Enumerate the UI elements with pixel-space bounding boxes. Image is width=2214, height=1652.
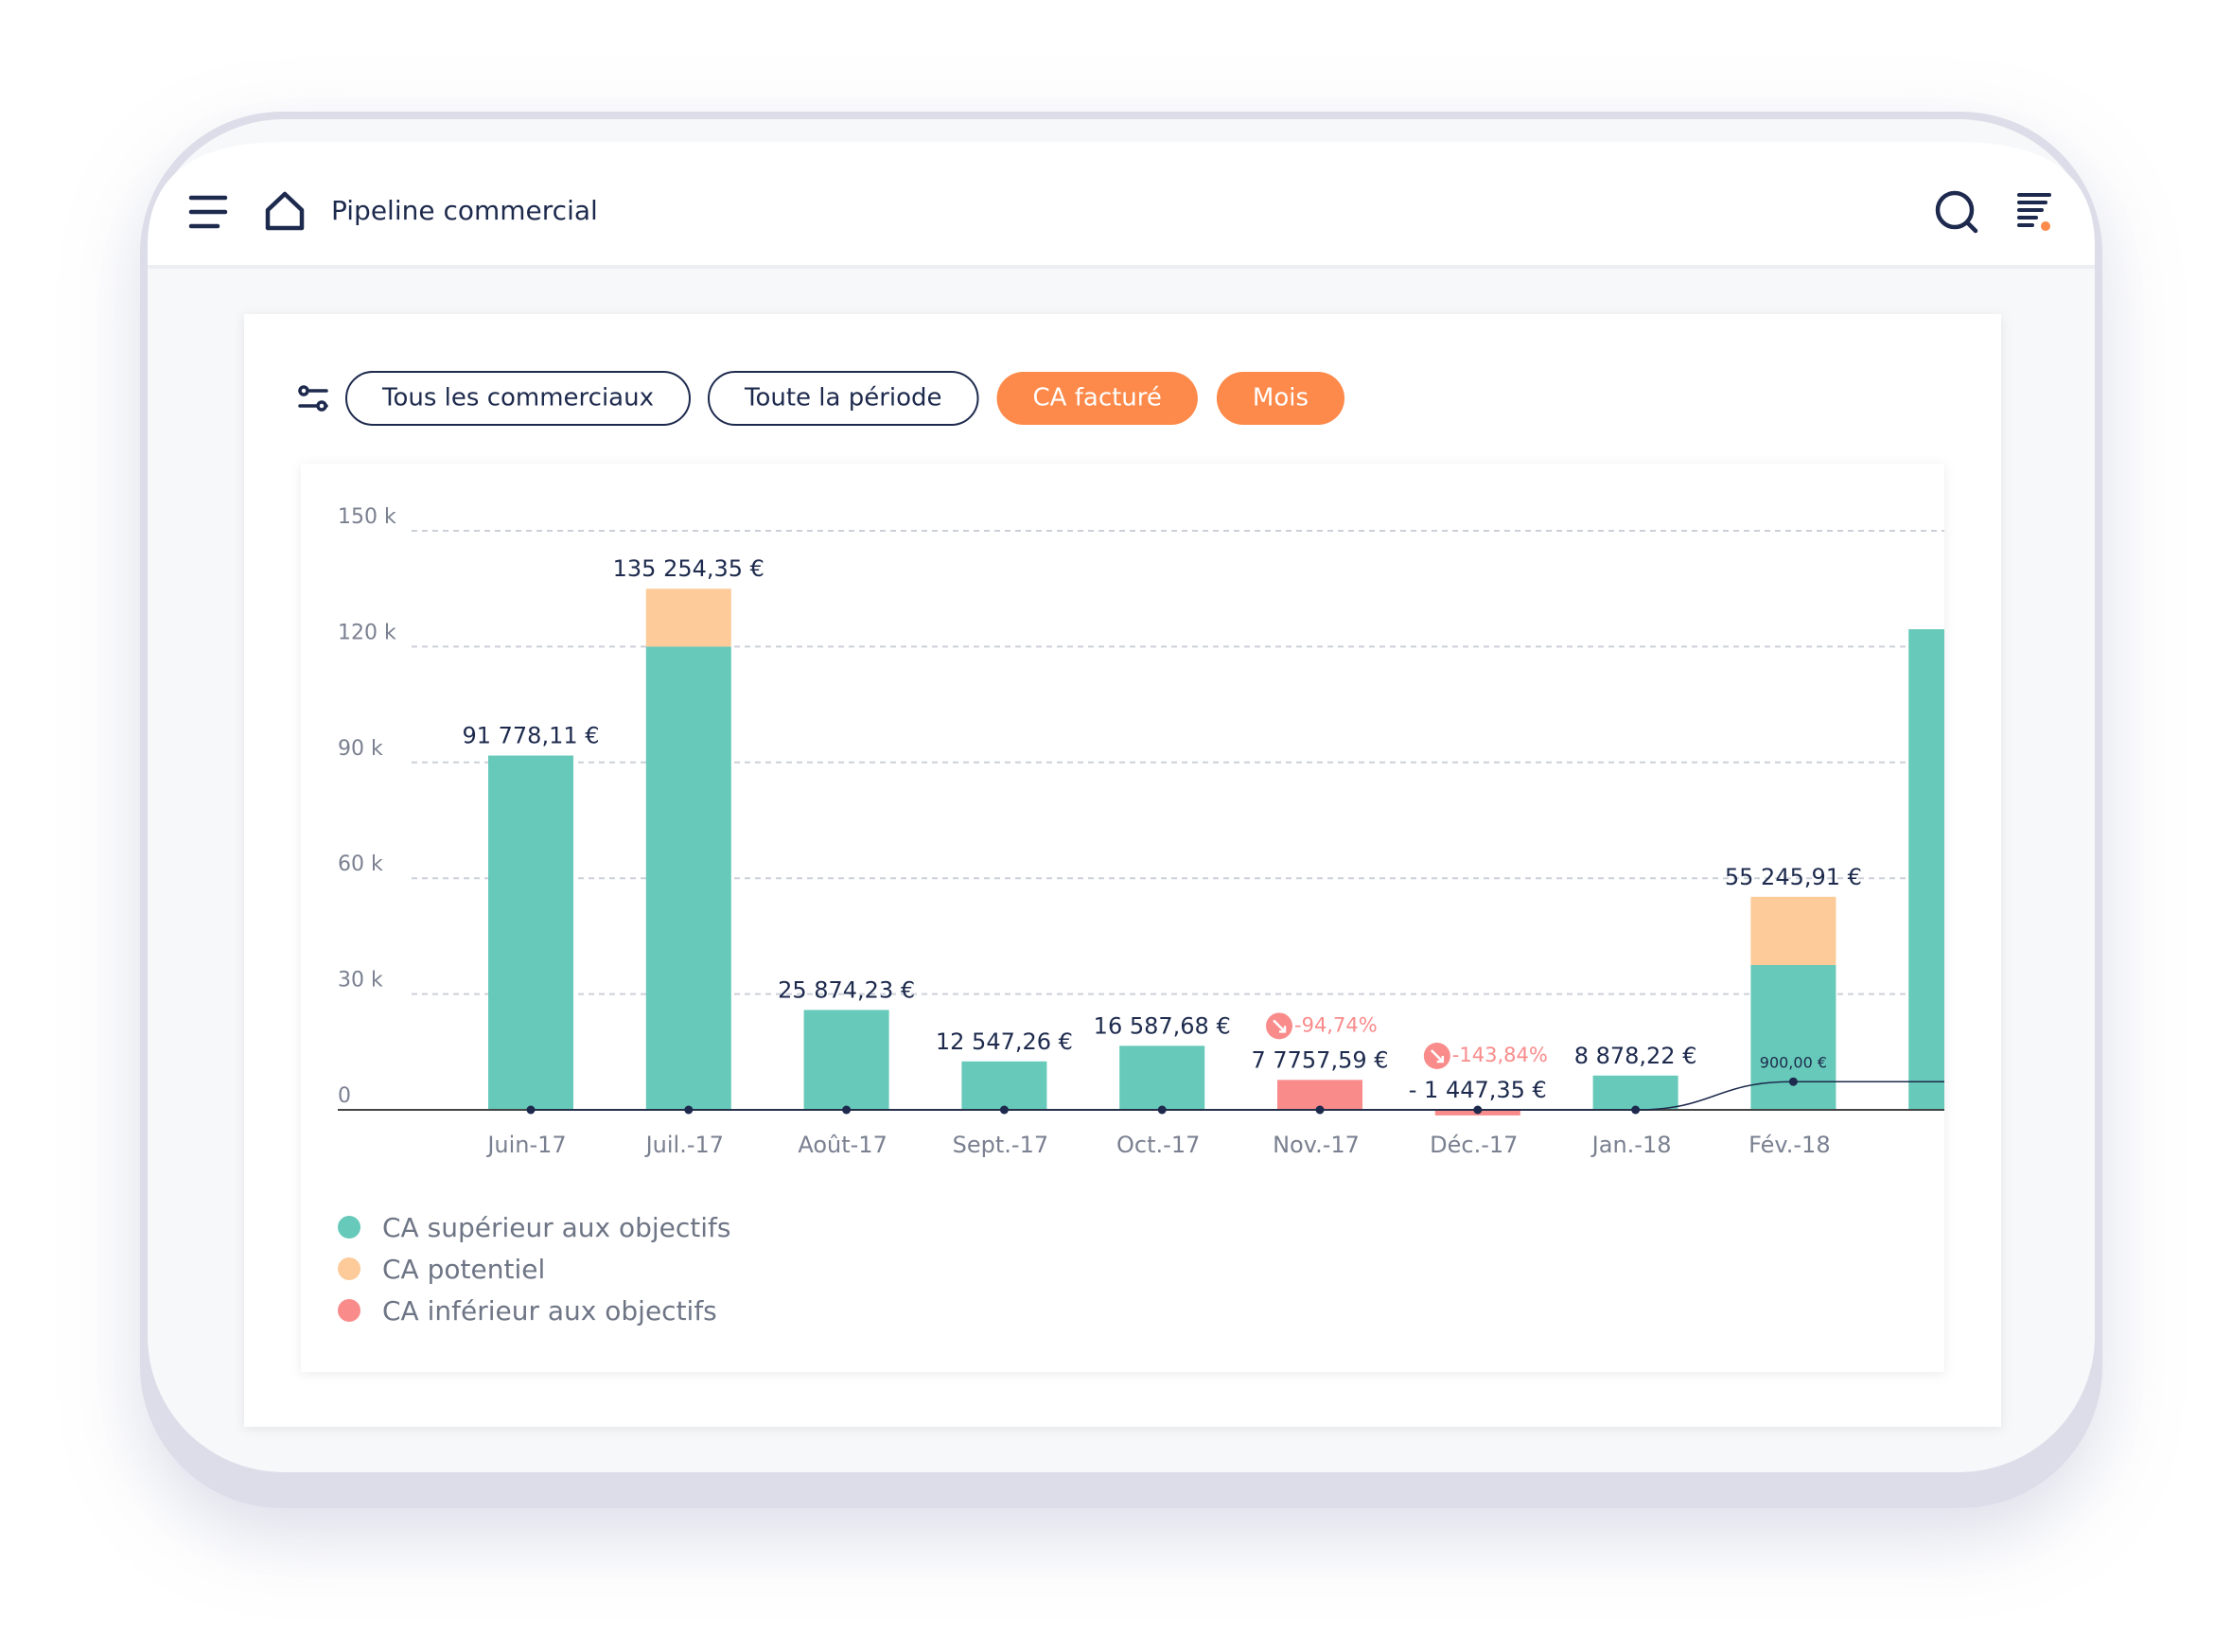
bar-segment: [961, 1061, 1047, 1110]
legend: CA supérieur aux objectifs CA potentiel CA…: [338, 1212, 731, 1327]
sort-icon[interactable]: [2017, 193, 2051, 227]
filter-pill[interactable]: [1216, 372, 1345, 425]
legend-label: CA supérieur aux objectifs: [382, 1212, 731, 1243]
bar-label: 91 778,11 €: [462, 723, 599, 749]
line-point: [1315, 1105, 1325, 1115]
line-point: [999, 1105, 1009, 1115]
page-title: Pipeline commercial: [331, 195, 598, 226]
y-tick-label: 120 k: [338, 621, 396, 644]
bar-label: 135 254,35 €: [613, 555, 764, 582]
bar-label: 12 547,26 €: [936, 1028, 1073, 1055]
filter-label: Toute la période: [744, 384, 942, 413]
bar-segment: [645, 646, 731, 1110]
bar-segment: [803, 1010, 889, 1110]
x-tick-label: Juin-17: [485, 1132, 566, 1158]
bar-segment: [645, 589, 731, 647]
filter-pill[interactable]: [996, 372, 1198, 425]
x-tick-label: Sept.-17: [953, 1132, 1048, 1158]
chart-panel: [301, 464, 1944, 1372]
point-label: 900,00 €: [1760, 1054, 1827, 1072]
top-bar: [148, 142, 2095, 267]
y-tick-label: 90 k: [338, 737, 383, 761]
filter-pill[interactable]: [707, 371, 979, 426]
trend-arrow: [1273, 1019, 1287, 1033]
bar-label: 25 874,23 €: [778, 976, 915, 1003]
x-tick-label: Août-17: [798, 1132, 887, 1158]
bar-segment: [1908, 629, 1944, 1110]
menu-icon[interactable]: [188, 195, 228, 229]
x-tick-label: Juil.-17: [644, 1132, 724, 1158]
filter-label: Tous les commerciaux: [381, 384, 654, 413]
bar-label: 55 245,91 €: [1725, 864, 1862, 890]
y-tick-label: 150 k: [338, 505, 396, 529]
bar-label: 16 587,68 €: [1094, 1012, 1231, 1039]
line-point: [1631, 1105, 1641, 1115]
y-tick-label: 30 k: [338, 969, 383, 993]
trend-arrow: [1430, 1049, 1445, 1063]
x-tick-label: Jan.-18: [1590, 1132, 1672, 1158]
top-bar-border: [148, 265, 2095, 269]
bar-segment: [488, 755, 573, 1110]
y-tick-label: 60 k: [338, 852, 383, 876]
trend-label: -143,84%: [1452, 1044, 1548, 1066]
legend-swatch: [338, 1257, 360, 1280]
line-point: [526, 1105, 536, 1115]
bar-segment: [1750, 965, 1836, 1110]
line-point: [684, 1105, 694, 1115]
filter-pill[interactable]: [345, 371, 691, 426]
bar-segment: [1119, 1046, 1205, 1110]
home-icon[interactable]: [265, 191, 305, 231]
bar-segment: [1750, 896, 1836, 965]
trend-label: -94,74%: [1294, 1013, 1378, 1036]
plot-area: [338, 530, 1944, 1116]
bar-label: 8 878,22 €: [1574, 1043, 1697, 1069]
line-point: [1157, 1105, 1167, 1115]
bar-segment: [1592, 1075, 1678, 1110]
legend-label: CA potentiel: [382, 1254, 545, 1285]
sort-badge: [2041, 221, 2050, 231]
filter-bar: Tous les commerciaux Toute la période CA f…: [345, 371, 1345, 426]
bar-label: 7 7757,59 €: [1251, 1046, 1388, 1073]
x-tick-label: Fév.-18: [1748, 1132, 1830, 1158]
filter-label: CA facturé: [1033, 384, 1162, 413]
filter-settings-icon[interactable]: [298, 385, 328, 412]
y-tick-label: 0: [338, 1084, 351, 1108]
x-tick-label: Oct.-17: [1116, 1132, 1200, 1158]
legend-swatch: [338, 1216, 360, 1239]
x-tick-label: Nov.-17: [1273, 1132, 1360, 1158]
line-point: [842, 1105, 852, 1115]
line-point: [1788, 1077, 1798, 1086]
legend-swatch: [338, 1299, 360, 1322]
legend-label: CA inférieur aux objectifs: [382, 1295, 717, 1327]
line-point: [1473, 1105, 1483, 1115]
bar-label: - 1 447,35 €: [1409, 1077, 1547, 1103]
bar-segment: [1277, 1080, 1362, 1110]
x-tick-label: Déc.-17: [1430, 1132, 1518, 1158]
line-series: [531, 1081, 1944, 1111]
search-icon[interactable]: [1935, 190, 1978, 234]
filter-label: Mois: [1253, 384, 1309, 413]
